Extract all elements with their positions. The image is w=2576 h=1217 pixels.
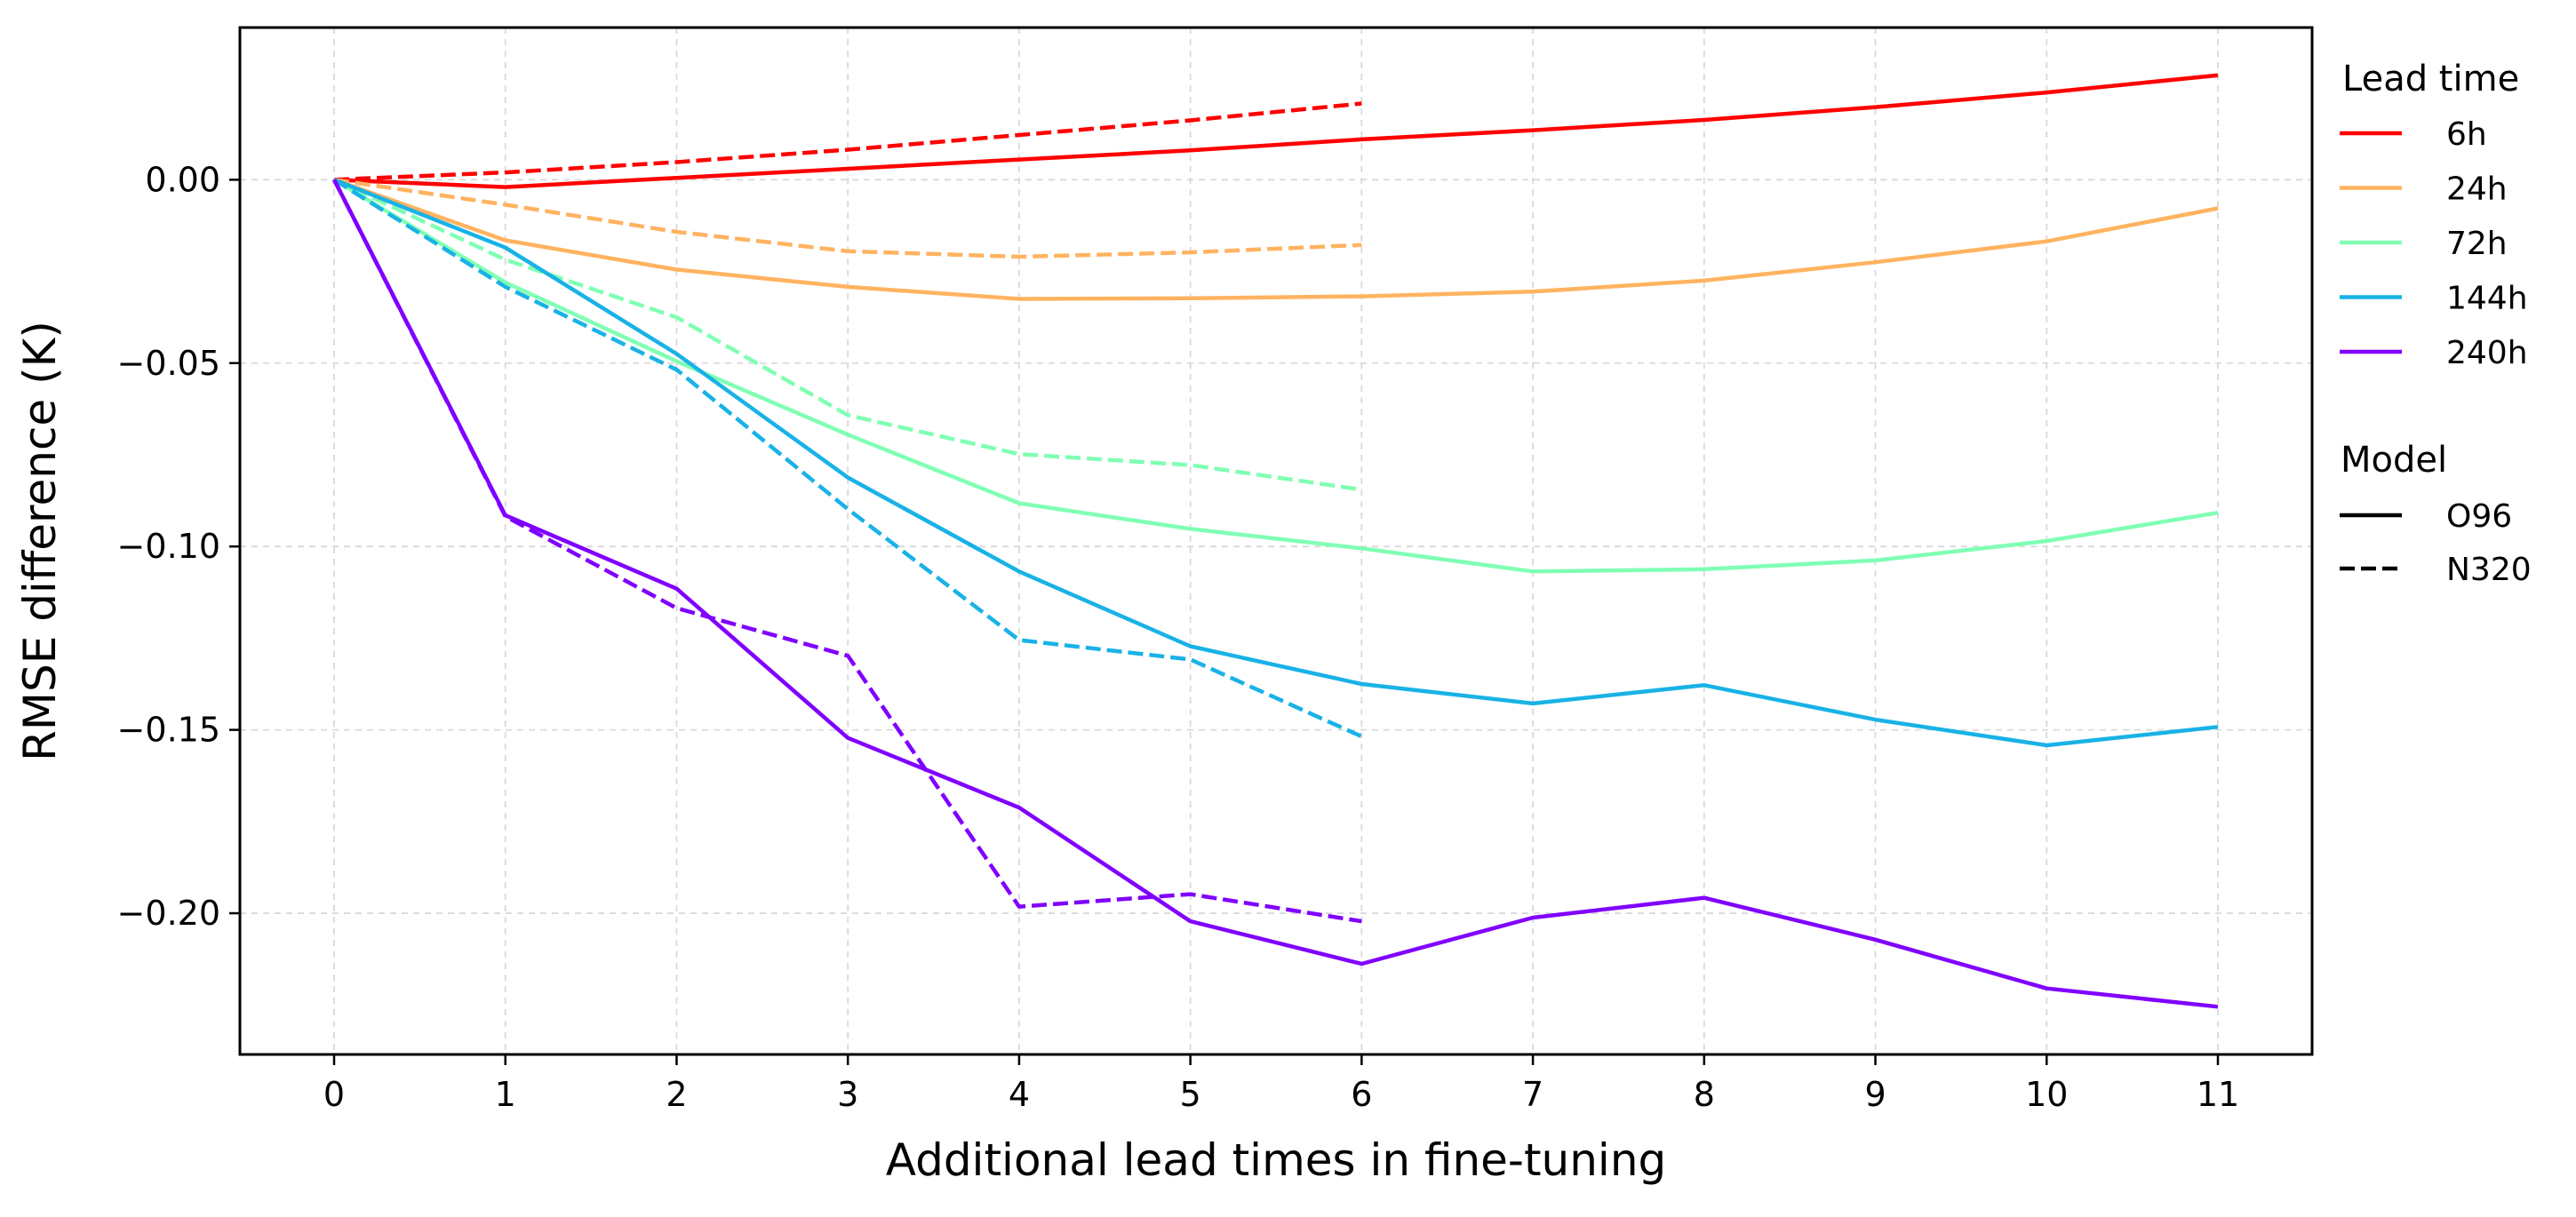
y-axis-title: RMSE difference (K) <box>14 321 66 761</box>
series-line-6h-O96 <box>333 73 2219 189</box>
x-tick-label: 3 <box>837 1075 858 1114</box>
x-tick-label: 9 <box>1864 1075 1886 1114</box>
x-tick-label: 0 <box>323 1075 345 1114</box>
grid-lines <box>240 28 2312 1054</box>
y-tick-label: 0.00 <box>145 160 220 199</box>
x-tick-label: 10 <box>2025 1075 2068 1114</box>
x-tick-label: 8 <box>1694 1075 1715 1114</box>
series-line-24h-N320 <box>333 178 1362 259</box>
x-tick-label: 5 <box>1180 1075 1201 1114</box>
x-tick-label: 11 <box>2197 1075 2239 1114</box>
x-tick-label: 2 <box>666 1075 687 1114</box>
x-tick-label: 4 <box>1009 1075 1030 1114</box>
y-tick-label: −0.15 <box>117 711 220 750</box>
series-line-144h-N320 <box>332 178 1363 739</box>
series-line-72h-O96 <box>332 178 2219 574</box>
legend-label-O96: O96 <box>2446 498 2512 535</box>
y-tick-label: −0.20 <box>117 894 220 933</box>
legend-label-240h: 240h <box>2446 335 2528 371</box>
plot-frame <box>238 26 2314 1056</box>
y-tick-label: −0.10 <box>117 527 220 566</box>
axis-ticks: 0 1 2 3 4 5 6 7 8 9 10 11 0.00 −0.05 −0.10 −0.15 −0.20 <box>117 160 2240 1114</box>
x-tick-label: 6 <box>1351 1075 1372 1114</box>
legend-label-24h: 24h <box>2446 171 2508 208</box>
legend: Lead time Model 6h 24h 72h 144h 240h O96 N320 <box>2340 59 2532 588</box>
series-lines <box>331 73 2219 1009</box>
series-line-24h-O96 <box>333 178 2219 301</box>
legend-label-6h: 6h <box>2446 116 2487 153</box>
legend-label-144h: 144h <box>2446 281 2528 317</box>
x-axis-title: Additional lead times in fine-tuning <box>886 1134 1667 1186</box>
x-tick-label: 7 <box>1522 1075 1543 1114</box>
series-line-240h-N320 <box>331 179 1362 924</box>
legend-label-72h: 72h <box>2446 226 2508 262</box>
legend-model-title: Model <box>2341 440 2447 481</box>
series-line-6h-N320 <box>333 101 1362 182</box>
series-line-144h-O96 <box>333 178 2219 748</box>
x-tick-label: 1 <box>495 1075 516 1114</box>
y-tick-label: −0.05 <box>117 344 220 383</box>
legend-lead-time-title: Lead time <box>2342 59 2519 99</box>
series-line-240h-O96 <box>331 179 2219 1009</box>
series-line-72h-N320 <box>333 178 1362 492</box>
legend-label-N320: N320 <box>2446 552 2532 588</box>
